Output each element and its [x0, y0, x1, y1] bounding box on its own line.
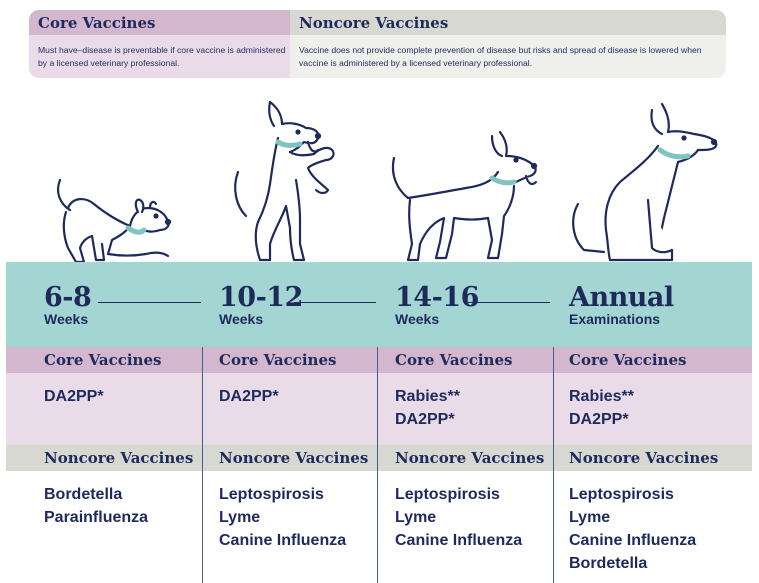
- core-vaccine-cell: DA2PP*: [44, 385, 104, 408]
- noncore-vaccine-cell: Leptospirosis Lyme Canine Influenza: [395, 483, 522, 552]
- vaccine-item: Rabies**: [395, 388, 460, 405]
- core-header-cell: Core Vaccines: [395, 351, 513, 369]
- vaccine-item: Lyme: [569, 509, 611, 526]
- puppy-walking-illustration: [391, 130, 538, 262]
- vaccine-item: Leptospirosis: [569, 486, 674, 503]
- age-col-1: 6-8 Weeks: [44, 282, 92, 327]
- noncore-header-cell: Noncore Vaccines: [44, 449, 194, 467]
- age-label: Annual: [569, 282, 674, 313]
- vaccine-item: DA2PP*: [395, 411, 455, 428]
- legend-core-header: Core Vaccines: [29, 10, 290, 35]
- age-label: 6-8: [44, 282, 92, 313]
- core-vaccine-cell: DA2PP*: [219, 385, 279, 408]
- vaccine-item: DA2PP*: [569, 411, 629, 428]
- age-band: 6-8 Weeks 10-12 Weeks 14-16 Weeks Annual…: [6, 262, 752, 347]
- column-divider: [553, 347, 554, 583]
- core-vaccines-header-row: Core Vaccines Core Vaccines Core Vaccine…: [6, 347, 752, 373]
- core-header-cell: Core Vaccines: [44, 351, 162, 369]
- legend-core-description: Must have–disease is preventable if core…: [38, 45, 286, 68]
- vaccine-item: DA2PP*: [44, 388, 104, 405]
- vaccine-item: Canine Influenza: [569, 532, 697, 549]
- age-unit: Weeks: [44, 311, 89, 327]
- age-label: 10-12: [219, 282, 303, 313]
- vaccine-item: Leptospirosis: [395, 486, 500, 503]
- noncore-header-cell: Noncore Vaccines: [219, 449, 369, 467]
- vaccine-item: Canine Influenza: [395, 532, 523, 549]
- column-divider: [377, 347, 378, 583]
- legend-core-body: Must have–disease is preventable if core…: [29, 35, 290, 78]
- legend-noncore-body: Vaccine does not provide complete preven…: [290, 35, 726, 78]
- legend-noncore-description: Vaccine does not provide complete preven…: [299, 45, 702, 68]
- age-col-3: 14-16 Weeks: [395, 282, 479, 327]
- core-header-cell: Core Vaccines: [569, 351, 687, 369]
- core-vaccine-cell: Rabies** DA2PP*: [395, 385, 460, 431]
- adult-dog-sitting-illustration: [572, 102, 718, 262]
- age-rule-divider: [294, 302, 376, 303]
- vaccine-item: Canine Influenza: [219, 532, 347, 549]
- vaccine-item: Rabies**: [569, 388, 634, 405]
- puppy-play-bow-illustration: [56, 178, 172, 264]
- age-label: 14-16: [395, 282, 479, 313]
- noncore-header-cell: Noncore Vaccines: [395, 449, 545, 467]
- vaccine-legend: Core Vaccines Noncore Vaccines Must have…: [29, 10, 726, 78]
- noncore-header-cell: Noncore Vaccines: [569, 449, 719, 467]
- vaccine-item: Leptospirosis: [219, 486, 324, 503]
- vaccine-item: DA2PP*: [219, 388, 279, 405]
- age-unit: Weeks: [219, 311, 264, 327]
- noncore-vaccine-cell: Bordetella Parainfluenza: [44, 483, 148, 529]
- core-vaccine-cell: Rabies** DA2PP*: [569, 385, 634, 431]
- noncore-vaccines-row: Bordetella Parainfluenza Leptospirosis L…: [6, 471, 752, 583]
- noncore-vaccine-cell: Leptospirosis Lyme Canine Influenza Bord…: [569, 483, 696, 575]
- noncore-vaccines-header-row: Noncore Vaccines Noncore Vaccines Noncor…: [6, 445, 752, 471]
- age-rule-divider: [98, 302, 201, 303]
- vaccine-item: Lyme: [395, 509, 437, 526]
- legend-noncore-title: Noncore Vaccines: [299, 14, 449, 32]
- age-unit: Examinations: [569, 311, 661, 327]
- age-rule-divider: [464, 302, 550, 303]
- vaccine-item: Bordetella: [569, 555, 648, 572]
- core-vaccines-row: DA2PP* DA2PP* Rabies** DA2PP* Rabies** D…: [6, 373, 752, 445]
- vaccine-item: Bordetella: [44, 486, 123, 503]
- legend-noncore-header: Noncore Vaccines: [290, 10, 726, 35]
- legend-core-title: Core Vaccines: [38, 14, 156, 32]
- column-divider: [202, 347, 203, 583]
- vaccine-item: Parainfluenza: [44, 509, 149, 526]
- age-col-4: Annual Examinations: [569, 282, 674, 327]
- vaccine-item: Lyme: [219, 509, 261, 526]
- puppy-jumping-illustration: [234, 100, 335, 262]
- age-unit: Weeks: [395, 311, 440, 327]
- noncore-vaccine-cell: Leptospirosis Lyme Canine Influenza: [219, 483, 346, 552]
- core-header-cell: Core Vaccines: [219, 351, 337, 369]
- age-col-2: 10-12 Weeks: [219, 282, 303, 327]
